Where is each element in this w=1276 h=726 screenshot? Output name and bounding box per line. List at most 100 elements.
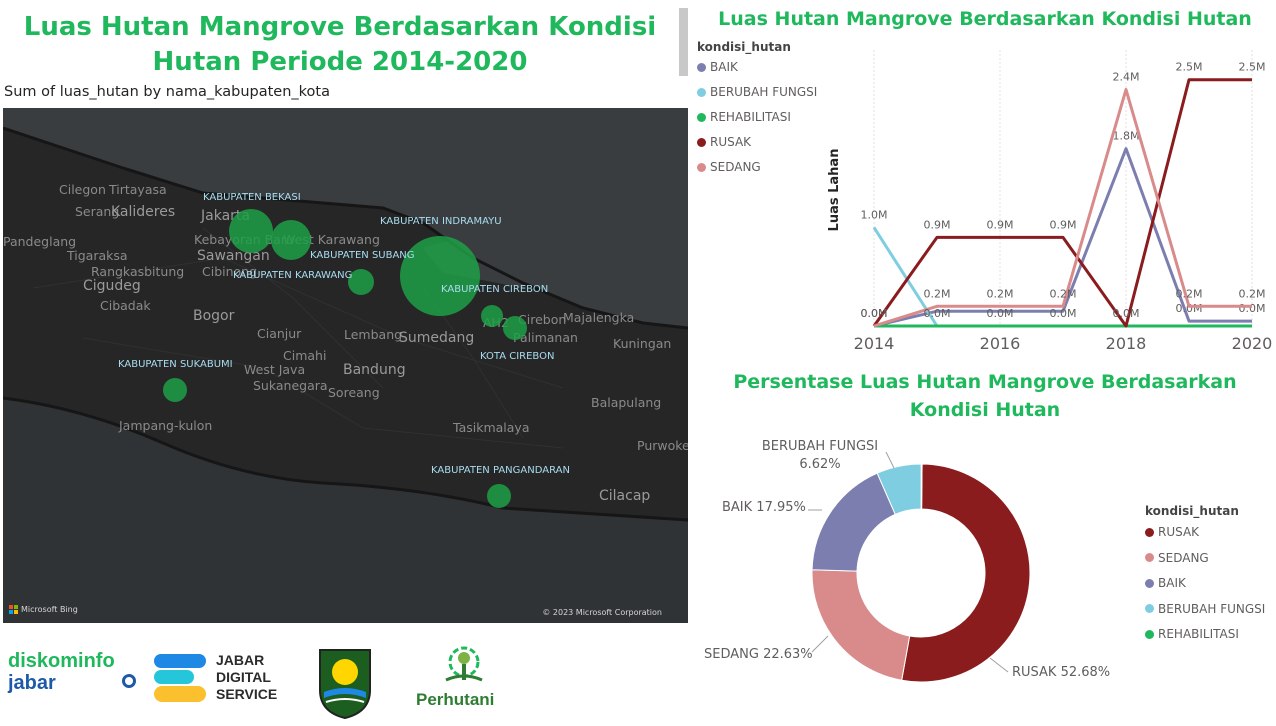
map-place-label: Bogor: [193, 308, 235, 324]
slice-label: RUSAK 52.68%: [1012, 665, 1110, 680]
legend-dot-icon: [697, 87, 706, 97]
line-legend-title: kondisi_hutan: [697, 40, 791, 54]
legend-label: REHABILITASI: [710, 110, 791, 124]
data-label: 0.2M: [924, 287, 951, 300]
map-place-label: Palimanan: [513, 330, 578, 345]
map-bubble[interactable]: [271, 220, 311, 260]
slice-label: 6.62%: [799, 457, 840, 472]
map-place-label: Balapulang: [591, 395, 662, 410]
map-place-label: Kuningan: [613, 336, 672, 351]
legend-item[interactable]: BAIK: [697, 60, 738, 74]
line-chart[interactable]: 2014 2016 2018 2020 Luas Lahan 0.0M 1.8M 0.0M 0.…: [820, 40, 1272, 358]
scrollbar-thumb[interactable]: [679, 8, 688, 76]
data-label: 0.0M: [987, 307, 1014, 320]
data-label: 0.0M: [1113, 307, 1140, 320]
data-label: 0.9M: [924, 218, 951, 231]
diskominfo-wordmark: diskominfo: [8, 650, 115, 672]
map-bubble[interactable]: [503, 316, 527, 340]
slice-label: SEDANG 22.63%: [704, 647, 813, 662]
perhutani-tree-icon: [445, 646, 483, 682]
map-place-label: Bandung: [343, 362, 406, 378]
x-tick-label: 2018: [1106, 334, 1147, 353]
y-axis-label: Luas Lahan: [827, 149, 842, 232]
legend-dot-icon: [697, 162, 706, 172]
perhutani-logo: Perhutani: [416, 644, 512, 710]
legend-dot-icon: [697, 112, 706, 122]
map-subtitle: Sum of luas_hutan by nama_kabupaten_kota: [4, 84, 330, 100]
series-line: [872, 78, 1252, 328]
jds-line-3: SERVICE: [216, 686, 278, 702]
data-label: 0.0M: [1239, 302, 1266, 315]
legend-label: SEDANG: [1158, 550, 1209, 565]
legend-label: SEDANG: [710, 160, 761, 174]
map-place-label: Cibadak: [100, 298, 151, 313]
legend-item[interactable]: BAIK: [1145, 576, 1186, 590]
map-place-label: Purwokerto: [637, 438, 688, 453]
bing-attribution: Microsoft Bing: [9, 605, 78, 614]
map-place-label: Cilegon: [59, 182, 106, 197]
legend-item[interactable]: RUSAK: [697, 135, 751, 149]
data-label: 0.0M: [861, 307, 888, 320]
legend-item[interactable]: SEDANG: [1145, 551, 1209, 565]
map-bubble[interactable]: [400, 236, 480, 316]
slice-label: BAIK 17.95%: [722, 500, 806, 515]
map-place-label: Tasikmalaya: [453, 420, 530, 435]
legend-dot-icon: [697, 62, 706, 72]
data-label: 0.2M: [987, 287, 1014, 300]
map-terrain: [3, 108, 688, 623]
map-bubble[interactable]: [487, 484, 511, 508]
x-tick-label: 2020: [1232, 334, 1272, 353]
legend-dot-icon: [1145, 604, 1154, 613]
map-region-label: KABUPATEN INDRAMAYU: [380, 216, 502, 227]
map-place-label: Lembang: [344, 327, 403, 342]
map-place-label: Cianjur: [257, 326, 302, 341]
slice-label: BERUBAH FUNGSI: [762, 439, 878, 454]
x-tick-label: 2014: [854, 334, 895, 353]
data-label: 0.2M: [1050, 287, 1077, 300]
leader-line: [811, 635, 829, 653]
map-place-label: Serang: [75, 204, 120, 219]
map-bubble[interactable]: [481, 305, 503, 327]
data-label: 0.0M: [1050, 307, 1077, 320]
diskominfo-logo: diskominfo jabar: [8, 650, 138, 706]
donut-chart[interactable]: RUSAK 52.68% SEDANG 22.63% BAIK 17.95% BERU…: [700, 430, 1120, 700]
donut-slice: [920, 463, 923, 510]
legend-dot-icon: [1145, 578, 1154, 588]
legend-item[interactable]: REHABILITASI: [1145, 627, 1239, 641]
x-tick-label: 2016: [980, 334, 1021, 353]
map-place-label: Cilacap: [599, 488, 651, 504]
donut-slice: [811, 472, 896, 572]
donut-slice: [811, 569, 911, 681]
map-region-label: KABUPATEN PANGANDARAN: [431, 465, 570, 476]
map-place-label: Jampang-kulon: [119, 418, 213, 433]
legend-item[interactable]: REHABILITASI: [697, 110, 791, 124]
series-line: [873, 147, 1252, 328]
legend-item[interactable]: BERUBAH FUNGSI: [697, 85, 817, 99]
legend-dot-icon: [1145, 553, 1154, 562]
jds-line-1: JABAR: [216, 652, 265, 668]
leader-line: [885, 451, 895, 469]
jds-line-2: DIGITAL: [216, 669, 271, 685]
legend-item[interactable]: SEDANG: [697, 160, 761, 174]
series-line: [873, 88, 1252, 328]
map-place-label: Pandeglang: [3, 234, 77, 249]
map-region-label: KABUPATEN SUBANG: [310, 250, 415, 261]
legend-label: BAIK: [1158, 576, 1186, 590]
donut-chart-title: Persentase Luas Hutan Mangrove Berdasark…: [733, 371, 1237, 421]
page-title: Luas Hutan Mangrove Berdasarkan Kondisi …: [23, 12, 657, 77]
perhutani-wordmark: Perhutani: [416, 690, 495, 709]
map-bubble[interactable]: [348, 269, 374, 295]
map-bubble[interactable]: [229, 209, 273, 253]
map-region-label: KABUPATEN KARAWANG: [233, 270, 353, 281]
data-label: 2.5M: [1239, 61, 1266, 74]
legend-item[interactable]: RUSAK: [1145, 525, 1199, 539]
donut-slice: [901, 463, 1031, 683]
legend-label: BERUBAH FUNGSI: [1158, 601, 1266, 616]
map-bubble[interactable]: [163, 378, 187, 402]
map-place-label: Sukanegara: [253, 378, 328, 393]
bubble-map[interactable]: Cilegon Tirtayasa Serang Kalideres Jakarta Pa…: [3, 108, 688, 623]
map-place-label: Majalengka: [563, 310, 635, 325]
bing-label: Microsoft Bing: [21, 605, 78, 614]
legend-item[interactable]: BERUBAH FUNGSI: [1145, 602, 1265, 616]
data-label: 0.9M: [987, 218, 1014, 231]
